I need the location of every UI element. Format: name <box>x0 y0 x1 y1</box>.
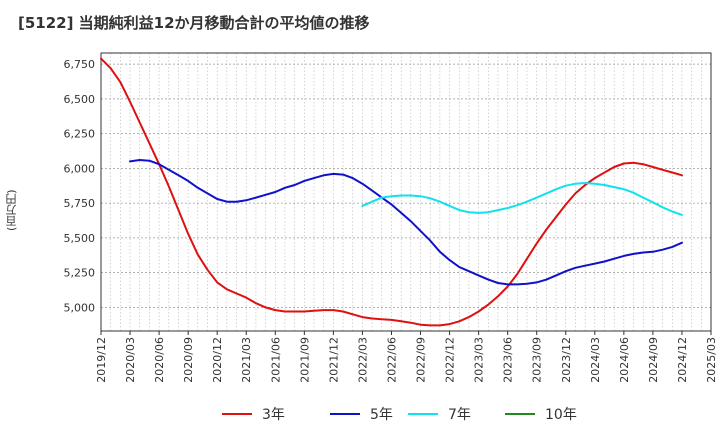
y-tick-label: 6,000 <box>64 162 96 175</box>
x-tick-label: 2022/12 <box>444 337 457 383</box>
x-tick-label: 2020/09 <box>182 337 195 383</box>
chart-title: [5122] 当期純利益12か月移動合計の平均値の推移 <box>18 14 370 32</box>
x-tick-label: 2021/12 <box>327 337 340 383</box>
x-tick-label: 2022/03 <box>356 337 369 383</box>
legend-label: 10年 <box>545 407 577 423</box>
plot-frame <box>100 52 712 332</box>
legend: 3年 5年 7年 10年 <box>222 407 577 423</box>
x-tick-labels: 2019/12 2020/03 2020/06 2020/09 2020/12 2021/… <box>95 331 718 383</box>
x-tick-label: 2020/03 <box>124 337 137 383</box>
x-tick-label: 2020/12 <box>211 337 224 383</box>
y-tick-labels: 5,000 5,250 5,500 5,750 6,000 6,250 6,500 6,750 <box>64 58 96 314</box>
grid <box>100 53 712 331</box>
y-tick-label: 5,000 <box>64 301 96 314</box>
x-tick-label: 2024/12 <box>676 337 689 383</box>
y-tick-label: 6,500 <box>64 93 96 106</box>
x-tick-label: 2022/09 <box>415 337 428 383</box>
legend-label: 7年 <box>448 407 471 423</box>
x-tick-label: 2023/12 <box>560 337 573 383</box>
legend-label: 5年 <box>370 407 393 423</box>
x-tick-label: 2025/03 <box>705 337 718 383</box>
y-tick-label: 6,250 <box>64 128 96 141</box>
x-tick-label: 2024/03 <box>589 337 602 383</box>
series-line-2 <box>129 159 683 286</box>
y-tick-label: 5,750 <box>64 197 96 210</box>
x-tick-label: 2023/03 <box>473 337 486 383</box>
x-tick-label: 2023/06 <box>502 337 515 383</box>
x-tick-label: 2021/03 <box>240 337 253 383</box>
x-tick-label: 2023/09 <box>531 337 544 383</box>
series-line-3 <box>361 182 683 216</box>
x-tick-label: 2024/09 <box>647 337 660 383</box>
x-tick-label: 2022/06 <box>385 337 398 383</box>
series-lines <box>100 57 683 327</box>
x-tick-label: 2019/12 <box>95 337 108 383</box>
x-tick-label: 2020/06 <box>153 337 166 383</box>
y-tick-label: 6,750 <box>64 58 96 71</box>
series-line-1 <box>100 57 683 327</box>
x-tick-label: 2021/06 <box>269 337 282 383</box>
x-tick-label: 2024/06 <box>618 337 631 383</box>
legend-label: 3年 <box>262 407 285 423</box>
y-tick-label: 5,250 <box>64 267 96 280</box>
x-tick-label: 2021/09 <box>298 337 311 383</box>
y-tick-label: 5,500 <box>64 232 96 245</box>
